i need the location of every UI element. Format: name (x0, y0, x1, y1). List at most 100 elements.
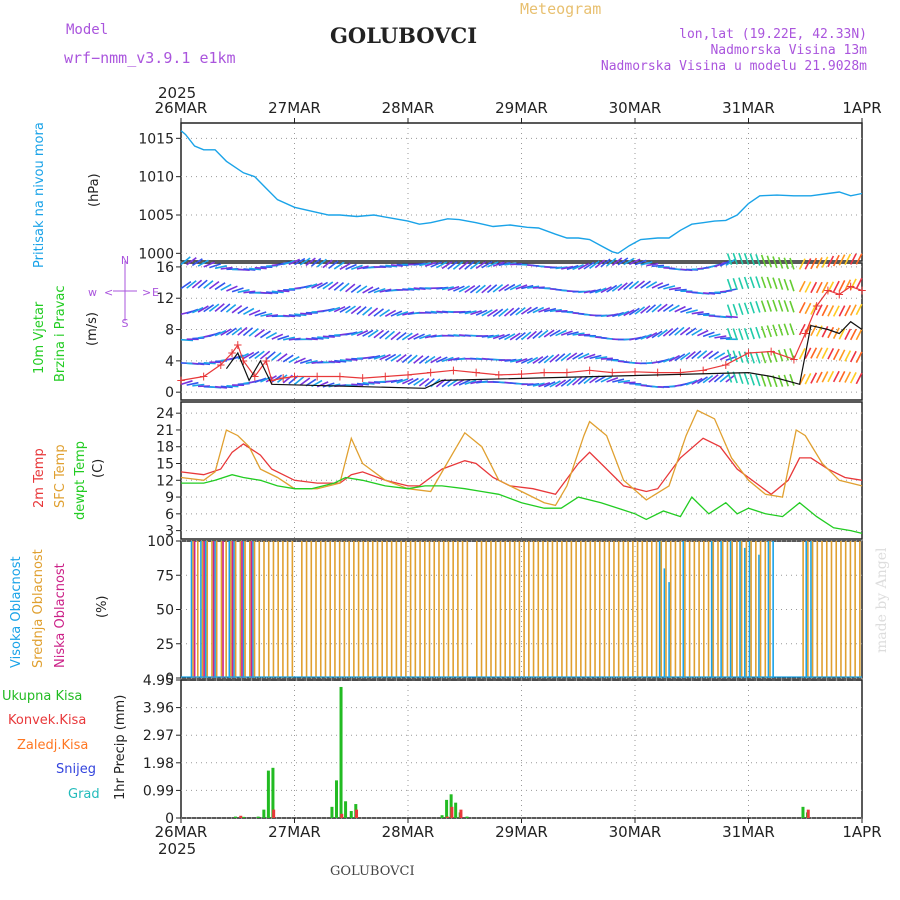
wind-barb (685, 309, 698, 314)
wind-barb (447, 285, 460, 292)
wind-barb (755, 374, 761, 387)
wind-barb (738, 303, 744, 316)
wind-barb (249, 267, 262, 271)
y-tick-label: 3 (165, 524, 174, 540)
precip-bar (450, 806, 454, 818)
wind-barb (560, 378, 572, 387)
wind-barb (424, 261, 437, 267)
wind-barb (732, 350, 738, 363)
wind-barb (208, 303, 220, 313)
wind-gust-line (225, 320, 863, 389)
wind-barb (311, 282, 323, 289)
y-tick-label: 18 (156, 440, 174, 456)
wind-barb (407, 354, 418, 364)
wind-barb (226, 285, 238, 292)
wind-barb (572, 376, 583, 386)
wind-barb (668, 327, 679, 337)
wind-barb (561, 265, 574, 270)
wind-barb (362, 382, 375, 385)
wind-barb (725, 315, 738, 319)
wind-barb (583, 261, 595, 270)
wind-barb (322, 259, 333, 269)
y-tick-label: 24 (156, 406, 174, 422)
compass-glyph: > (142, 286, 151, 299)
wind-barb (441, 356, 454, 363)
precip-bar (330, 806, 334, 818)
wind-speed-marker: + (562, 366, 572, 380)
wind-barb (481, 309, 493, 317)
compass-glyph: E (152, 286, 159, 299)
wind-speed-marker: + (823, 283, 833, 297)
wind-barb (628, 280, 640, 290)
wind-speed-marker: + (857, 283, 867, 297)
wind-barb (844, 371, 852, 383)
precip-legend-conv: Konvek.Kisa (8, 713, 86, 728)
wind-barb (515, 284, 528, 290)
wind-barb (231, 287, 244, 293)
wind-barb (798, 323, 806, 336)
wind-barb (838, 254, 846, 266)
wind-direction-compass: w < > E S N (88, 254, 159, 330)
wind-barb (351, 383, 364, 386)
wind-barb (248, 309, 261, 316)
wind-barb (827, 255, 835, 268)
precip-bar (806, 809, 810, 818)
wind-barb (509, 283, 522, 291)
wind-barb (339, 282, 350, 292)
compass-glyph: N (121, 254, 129, 267)
wind-barb (743, 276, 750, 289)
temp-axis-label-3: dewpt Temp (73, 441, 88, 520)
wind-barb (396, 310, 409, 317)
wind-barb (549, 353, 560, 363)
wind-barb (617, 282, 628, 292)
wind-barb (804, 281, 812, 293)
y-tick-label: 16 (156, 260, 174, 276)
wind-barb (760, 254, 767, 267)
wind-barb (755, 300, 761, 313)
precip-bar (355, 809, 359, 818)
x-tick-label-top: 1APR (842, 99, 881, 117)
wind-barb (254, 350, 265, 360)
wind-barb (617, 257, 629, 266)
y-tick-label: 15 (156, 457, 174, 473)
wind-barb (186, 257, 197, 266)
wind-barb (838, 280, 846, 292)
precip-bar (454, 802, 458, 818)
wind-barb (827, 305, 835, 317)
wind-barb (726, 328, 733, 340)
wind-barb (606, 377, 619, 383)
wind-barb (266, 291, 279, 294)
wind-barb (595, 356, 608, 360)
wind-barb (299, 358, 312, 365)
wind-barb (772, 324, 778, 337)
wind-barb (685, 327, 697, 336)
wind-barb (435, 261, 448, 269)
wind-barb (469, 284, 481, 294)
wind-barb (743, 302, 750, 315)
cloud-axis-label-mid: Srednja Oblacnost (31, 549, 46, 668)
wind-barb (225, 327, 237, 336)
wind-barb (691, 328, 703, 336)
wind-barb (651, 282, 664, 289)
wind-barb (515, 358, 528, 364)
wind-barb (714, 261, 726, 268)
wind-speed-marker: + (698, 363, 708, 377)
wind-barb (260, 312, 273, 317)
wind-barb (708, 374, 719, 383)
wind-barb (260, 330, 271, 339)
wind-barb (254, 266, 267, 270)
wind-barb (760, 300, 767, 313)
wind-barb (254, 311, 267, 317)
wind-barb (464, 310, 477, 315)
wind-barb (265, 331, 277, 340)
wind-barb (789, 279, 795, 292)
wind-speed-marker: + (834, 287, 844, 301)
wind-barb (783, 278, 789, 291)
wind-speed-marker: + (335, 370, 345, 384)
wind-barb (640, 333, 653, 340)
wind-barb (726, 278, 733, 291)
wind-speed-marker: + (789, 352, 799, 366)
wind-barb (419, 262, 432, 267)
x-tick-label-bottom: 27MAR (268, 823, 321, 841)
wind-barb (821, 281, 829, 294)
